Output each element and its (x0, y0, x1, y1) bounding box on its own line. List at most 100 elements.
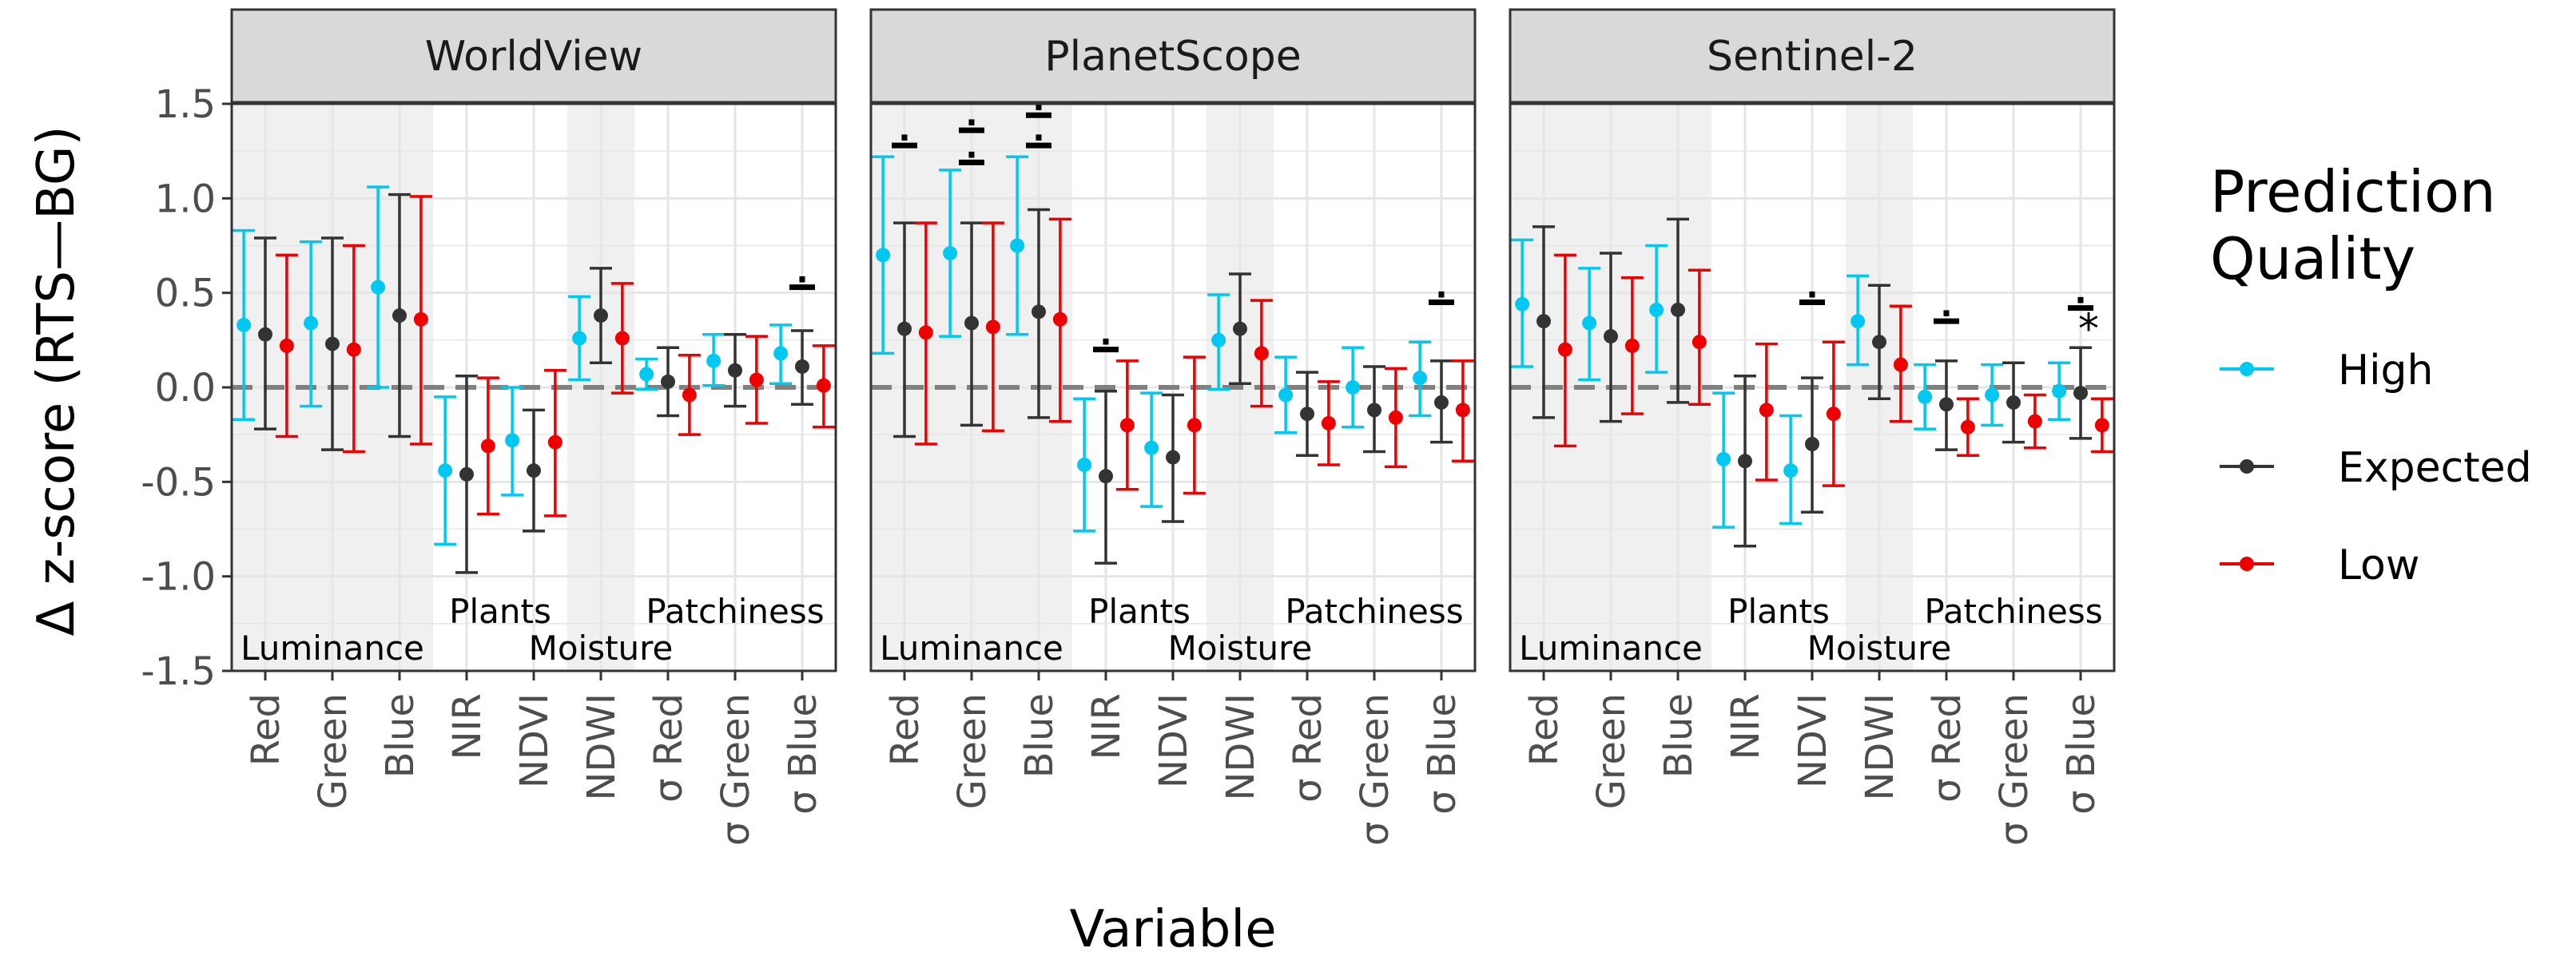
significance-dot: . (2074, 275, 2086, 311)
group-label: Luminance (1519, 629, 1703, 668)
legend-label: Low (2338, 542, 2419, 589)
x-tick-label: σ Blue (781, 693, 825, 815)
significance-annotation: . (1799, 269, 1825, 306)
legend-key-point (2240, 557, 2254, 571)
x-tick-label: σ Red (1925, 693, 1970, 803)
y-tick-label: -1.5 (141, 649, 216, 694)
data-point (1826, 407, 1841, 422)
data-point (1783, 463, 1799, 478)
x-tick-label: σ Green (1992, 693, 2037, 846)
data-point (1321, 415, 1336, 430)
y-tick-label: 0.0 (155, 366, 216, 411)
y-axis-title: Δ z-score (RTS—BG) (27, 126, 86, 637)
data-point (795, 359, 809, 374)
x-tick-label: NIR (1084, 693, 1129, 760)
significance-dot: . (1806, 269, 1818, 306)
y-tick-label: 1.0 (155, 177, 216, 221)
data-point (876, 248, 891, 263)
data-point (392, 308, 407, 323)
data-point (1077, 458, 1092, 473)
data-point (1254, 346, 1269, 361)
panel-sentinel-2: Sentinel-2.. .*LuminancePlantsMoisturePat… (1509, 8, 2116, 846)
data-point (2027, 414, 2042, 429)
facet-strip (869, 8, 1477, 104)
data-point (1691, 335, 1707, 350)
group-label: Luminance (241, 629, 424, 668)
x-tick-label: Red (883, 693, 928, 766)
data-point (304, 315, 319, 331)
significance-dot: . (796, 254, 808, 291)
data-point (728, 363, 742, 378)
data-point (1716, 451, 1731, 466)
data-point (1211, 332, 1226, 347)
data-point (964, 315, 979, 331)
facet-strip (230, 8, 837, 104)
legend: Prediction Quality High Expected Low (2210, 158, 2532, 589)
data-point (943, 245, 958, 260)
data-point (438, 463, 453, 478)
data-point (1985, 387, 2000, 403)
series-low (914, 217, 1474, 495)
data-point (1413, 371, 1428, 386)
facet-label: WorldView (425, 33, 642, 81)
data-point (1455, 403, 1470, 418)
data-point (985, 319, 1000, 335)
data-point (413, 311, 428, 327)
group-label: Moisture (529, 629, 674, 668)
data-point (1805, 437, 1819, 451)
significance-annotation: . (959, 97, 984, 133)
data-point (1010, 238, 1025, 253)
data-point (2006, 395, 2021, 410)
legend-title: Prediction Quality (2210, 158, 2496, 292)
group-label: Patchiness (1285, 592, 1463, 631)
data-point (1671, 302, 1685, 317)
data-point (1119, 418, 1135, 433)
series-high (872, 155, 1432, 533)
legend-label: Expected (2338, 444, 2532, 492)
data-point (1649, 302, 1664, 317)
x-tick-label: Red (244, 693, 288, 766)
data-point (527, 463, 541, 478)
data-point (1388, 410, 1403, 425)
data-point (1960, 419, 1975, 434)
x-tick-label: Green (311, 693, 356, 809)
group-label: Moisture (1168, 629, 1313, 668)
significance-dot: . (965, 129, 977, 165)
x-tick-label: NIR (445, 693, 490, 760)
data-point (1278, 387, 1294, 403)
data-point (1346, 380, 1361, 395)
x-tick-label: Blue (1017, 693, 1062, 778)
group-label: Moisture (1807, 629, 1952, 668)
x-tick-label: Blue (378, 693, 423, 778)
significance-dot: . (1099, 316, 1111, 353)
data-point (706, 353, 722, 368)
data-point (773, 346, 789, 361)
significance-dot: . (1435, 269, 1447, 306)
data-point (897, 321, 912, 336)
x-tick-label: Green (1589, 693, 1634, 809)
series-expected (893, 208, 1453, 565)
series-expected (1532, 217, 2092, 548)
group-label: Luminance (880, 629, 1063, 668)
x-axis: Red Green Blue NIR NDVI NDWI σ Red σ Green σ Blu… (1522, 671, 2104, 846)
data-point (237, 317, 252, 332)
data-point (1300, 407, 1314, 422)
data-point (1166, 450, 1180, 465)
data-point (1233, 321, 1247, 336)
data-point (1144, 440, 1159, 455)
data-point (682, 387, 697, 403)
y-tick-label: -1.0 (141, 555, 216, 600)
panel-planetscope: PlanetScope... .... Luminance PlantsMoistur… (869, 8, 1477, 846)
significance-star: * (2078, 306, 2099, 354)
data-point (1052, 311, 1067, 327)
y-tick-label: -0.5 (141, 460, 216, 505)
significance-annotation: . (2068, 275, 2093, 311)
significance-annotation: . (1026, 112, 1051, 149)
data-point (1582, 315, 1597, 331)
data-point (547, 434, 563, 450)
x-tick-label: NDWI (579, 693, 624, 800)
data-point (1872, 335, 1886, 350)
legend-entry-high: High (2220, 347, 2434, 395)
